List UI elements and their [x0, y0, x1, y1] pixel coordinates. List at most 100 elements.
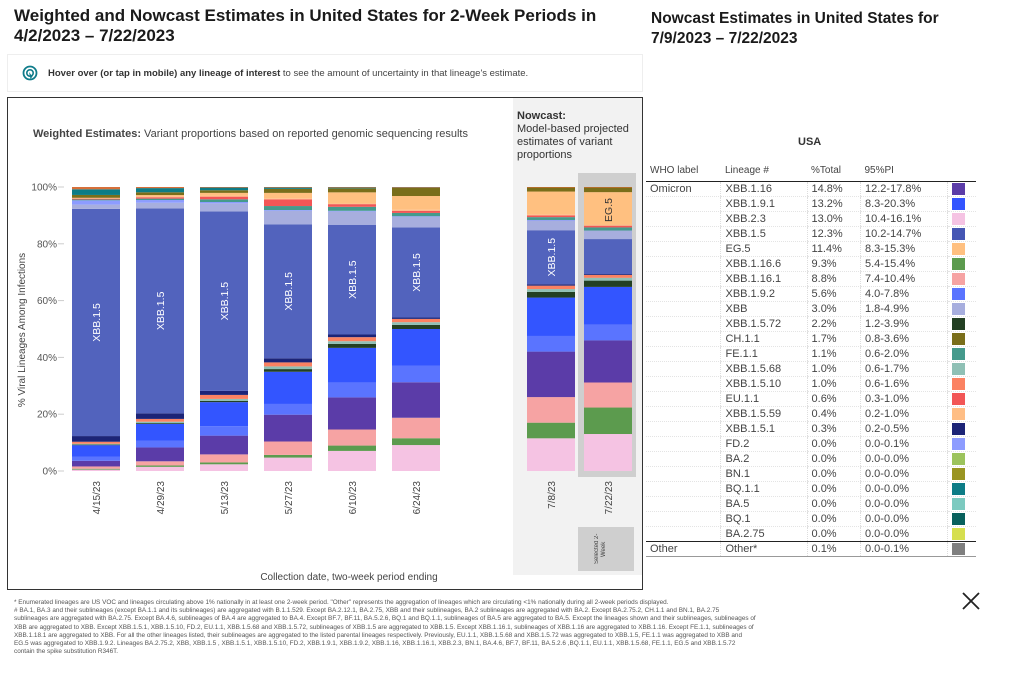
- bar-segment-ch-1-1[interactable]: [584, 187, 632, 193]
- bar-segment-xbb-1-9-2[interactable]: [392, 365, 440, 383]
- table-row[interactable]: XBB.1.5.68 1.0% 0.6-1.7%: [646, 361, 976, 377]
- bar-segment-xbb-1-5[interactable]: [392, 227, 440, 318]
- bar-segment-xbb[interactable]: [392, 216, 440, 228]
- bar-segment-xbb-1-9-1[interactable]: [527, 297, 575, 336]
- bar-segment-xbb-1-16-6[interactable]: [136, 465, 184, 467]
- bar-segment-eg-5[interactable]: [392, 196, 440, 210]
- table-row[interactable]: XBB.1.9.1 13.2% 8.3-20.3%: [646, 196, 976, 212]
- bar-segment-xbb-1-9-2[interactable]: [264, 403, 312, 415]
- bar-segment-xbb-1-9-1[interactable]: [200, 402, 248, 427]
- bar-segment-xbb-1-5[interactable]: [584, 239, 632, 275]
- bar-segment-xbb-1-5-72[interactable]: [200, 400, 248, 403]
- bar-segment-fd-2[interactable]: [392, 216, 440, 217]
- bar-segment-xbb[interactable]: [584, 230, 632, 240]
- bar-segment-xbb-1-9-1[interactable]: [328, 347, 376, 383]
- bar-segment-bq-1-1[interactable]: [136, 188, 184, 193]
- bar-segment-fd-2[interactable]: [328, 210, 376, 212]
- bar-segment-xbb-1-5-59[interactable]: [264, 198, 312, 200]
- table-row[interactable]: BQ.1.1 0.0% 0.0-0.0%: [646, 481, 976, 497]
- bar-segment-xbb-1-5-1[interactable]: [328, 334, 376, 338]
- bar-segment-xbb-1-5-59[interactable]: [584, 224, 632, 226]
- table-row[interactable]: XBB 3.0% 1.8-4.9%: [646, 301, 976, 317]
- bar-segment-xbb-1-16-1[interactable]: [264, 441, 312, 455]
- bar-segment-xbb-1-5[interactable]: [264, 224, 312, 359]
- bar-segment-xbb-1-5-68[interactable]: [72, 443, 120, 445]
- bar-segment-xbb-2-3[interactable]: [584, 434, 632, 471]
- bar-segment-ch-1-1[interactable]: [328, 188, 376, 193]
- bar-segment-xbb-1-9-2[interactable]: [527, 335, 575, 352]
- bar-segment-xbb-1-9-1[interactable]: [72, 445, 120, 457]
- bar-segment-xbb-1-5-59[interactable]: [392, 209, 440, 211]
- bar-segment-xbb-1-5[interactable]: [200, 211, 248, 391]
- bar-segment-xbb-1-16-6[interactable]: [264, 454, 312, 458]
- bar-segment-eg-5[interactable]: [200, 192, 248, 196]
- bar-segment-xbb-1-5-68[interactable]: [527, 289, 575, 292]
- bar-segment-xbb-1-5-72[interactable]: [527, 291, 575, 298]
- bar-segment-other[interactable]: [392, 187, 440, 188]
- bar-segment-xbb-2-3[interactable]: [200, 464, 248, 471]
- bar-segment-xbb-1-16-6[interactable]: [392, 438, 440, 446]
- bar-segment-fd-2[interactable]: [264, 210, 312, 211]
- table-row[interactable]: FE.1.1 1.1% 0.6-2.0%: [646, 346, 976, 362]
- bar-segment-xbb-1-5-10[interactable]: [584, 274, 632, 278]
- bar-segment-xbb-1-5-10[interactable]: [200, 394, 248, 399]
- bar-segment-bq-1-1[interactable]: [264, 187, 312, 189]
- bar-segment-fe-1-1[interactable]: [264, 206, 312, 211]
- bar-segment-xbb[interactable]: [264, 210, 312, 225]
- bar-segment-xbb-1-5[interactable]: [328, 224, 376, 335]
- bar-segment-xbb-1-5-59[interactable]: [527, 214, 575, 216]
- bar-segment-xbb-2-3[interactable]: [264, 457, 312, 471]
- bar-segment-xbb-1-5-68[interactable]: [200, 398, 248, 401]
- table-row[interactable]: FD.2 0.0% 0.0-0.1%: [646, 436, 976, 452]
- bar-segment-ch-1-1[interactable]: [527, 187, 575, 192]
- bar-segment-xbb-1-5-1[interactable]: [392, 317, 440, 319]
- table-row[interactable]: BA.5 0.0% 0.0-0.0%: [646, 496, 976, 512]
- bar-segment-other[interactable]: [527, 187, 575, 188]
- table-row[interactable]: XBB.1.5.1 0.3% 0.2-0.5%: [646, 421, 976, 437]
- bar-segment-xbb-1-16[interactable]: [72, 460, 120, 467]
- bar-segment-eg-5[interactable]: [527, 191, 575, 215]
- bar-segment-fd-2[interactable]: [200, 202, 248, 204]
- selected-week-box[interactable]: [578, 527, 634, 571]
- table-row[interactable]: XBB.1.5.10 1.0% 0.6-1.6%: [646, 376, 976, 392]
- bar-segment-xbb[interactable]: [200, 203, 248, 212]
- bar-segment-ch-1-1[interactable]: [392, 187, 440, 197]
- bar-segment-fd-2[interactable]: [72, 200, 120, 205]
- table-row[interactable]: CH.1.1 1.7% 0.8-3.6%: [646, 331, 976, 347]
- bar-segment-xbb-1-16-1[interactable]: [328, 429, 376, 446]
- bar-segment-xbb-1-9-1[interactable]: [392, 329, 440, 366]
- bar-segment-eg-5[interactable]: [328, 192, 376, 204]
- bar-segment-xbb-1-16[interactable]: [136, 447, 184, 462]
- bar-segment-xbb-1-9-1[interactable]: [264, 371, 312, 404]
- bar-segment-xbb-1-9-1[interactable]: [136, 423, 184, 441]
- table-row[interactable]: BQ.1 0.0% 0.0-0.0%: [646, 511, 976, 527]
- bar-segment-xbb-1-16-6[interactable]: [328, 445, 376, 451]
- bar-segment-xbb-1-5-10[interactable]: [264, 362, 312, 367]
- bar-segment-eu-1-1[interactable]: [584, 225, 632, 228]
- bar-segment-xbb-1-5-72[interactable]: [264, 369, 312, 372]
- bar-segment-xbb-1-16-6[interactable]: [584, 407, 632, 435]
- bar-segment-xbb-1-5[interactable]: [72, 208, 120, 437]
- bar-segment-ch-1-1[interactable]: [264, 188, 312, 193]
- bar-segment-xbb-1-5[interactable]: [527, 230, 575, 285]
- table-row-other[interactable]: Other Other* 0.1% 0.0-0.1%: [646, 541, 976, 557]
- bar-segment-other[interactable]: [264, 187, 312, 188]
- bar-segment-fe-1-1[interactable]: [584, 227, 632, 231]
- bar-segment-other[interactable]: [584, 187, 632, 188]
- bar-segment-xbb-1-16-1[interactable]: [392, 417, 440, 439]
- bar-segment-fe-1-1[interactable]: [72, 199, 120, 201]
- bar-segment-xbb-1-16[interactable]: [264, 414, 312, 442]
- bar-segment-xbb-1-5-68[interactable]: [584, 277, 632, 281]
- bar-segment-xbb[interactable]: [72, 204, 120, 209]
- table-row[interactable]: EU.1.1 0.6% 0.3-1.0%: [646, 391, 976, 407]
- bar-segment-xbb-1-5-1[interactable]: [584, 274, 632, 275]
- bar-segment-other[interactable]: [136, 187, 184, 189]
- bar-segment-xbb-2-3[interactable]: [392, 445, 440, 471]
- bar-segment-xbb-1-5-10[interactable]: [328, 337, 376, 342]
- bar-segment-xbb-1-16[interactable]: [584, 340, 632, 383]
- bar-segment-xbb-1-16[interactable]: [200, 435, 248, 455]
- bar-segment-fd-2[interactable]: [527, 219, 575, 221]
- bar-segment-xbb-1-16-1[interactable]: [200, 454, 248, 463]
- bar-segment-other[interactable]: [328, 187, 376, 188]
- bar-segment-eg-5[interactable]: [72, 197, 120, 199]
